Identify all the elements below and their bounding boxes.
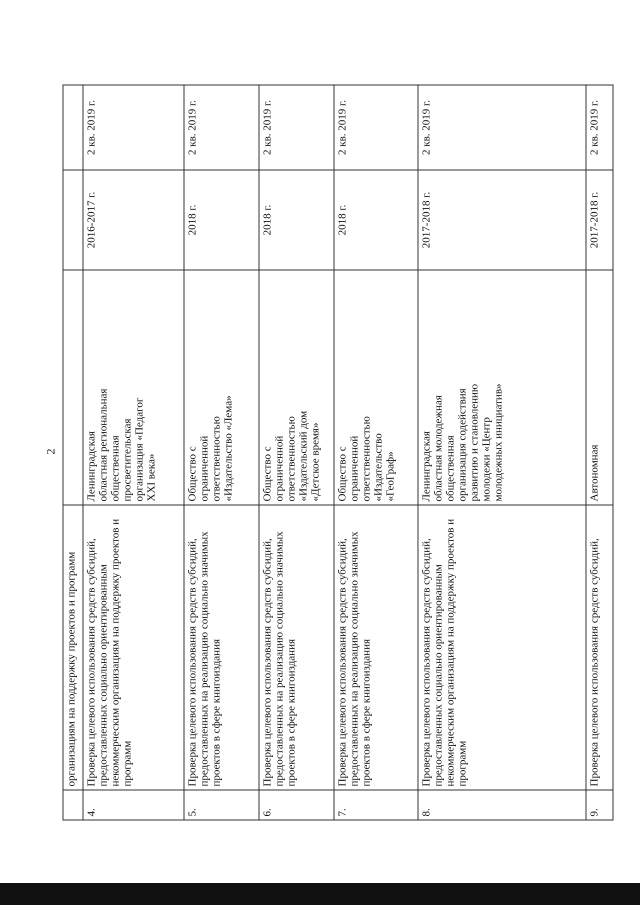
row-number-cell: 9. [585, 789, 613, 820]
table-row: 8. Проверка целевого использования средст… [417, 84, 586, 820]
row-description-cell: Проверка целевого использования средств … [82, 504, 184, 790]
row-description: Проверка целевого использования средств … [588, 537, 600, 786]
row-organization: Ленинградская областная молодежная общес… [420, 382, 504, 501]
row-deadline: 2 кв. 2019 г. [336, 99, 348, 155]
row-deadline-cell: 2 кв. 2019 г. [333, 84, 418, 170]
row-description-cell: Проверка целевого использования средств … [183, 504, 259, 790]
row-description: Проверка целевого использования средств … [85, 518, 133, 786]
row-number-cell: 4. [82, 789, 184, 820]
row-period: 2018 г. [261, 204, 273, 235]
table-row: 4. Проверка целевого использования средст… [82, 84, 184, 820]
row-deadline-cell: 2 кв. 2019 г. [183, 84, 259, 170]
row-organization-cell: Общество с ограниченной ответственностью… [183, 269, 259, 505]
row-organization-cell: Автономная [585, 269, 613, 505]
table-row: 6. Проверка целевого использования средст… [258, 84, 334, 820]
row-description: организациям на поддержку проектов и про… [65, 551, 77, 786]
row-description-cell: организациям на поддержку проектов и про… [62, 504, 83, 790]
row-period-cell: 2018 г. [333, 169, 418, 270]
row-description: Проверка целевого использования средств … [336, 530, 372, 786]
row-description-cell: Проверка целевого использования средств … [258, 504, 334, 790]
row-organization-cell: Общество с ограниченной ответственностью… [333, 269, 418, 505]
inspection-plan-table: организациям на поддержку проектов и про… [62, 84, 613, 820]
row-organization-cell: Общество с ограниченной ответственностью… [258, 269, 334, 505]
row-organization-cell [62, 269, 83, 505]
row-deadline-cell: 2 кв. 2019 г. [82, 84, 184, 170]
scan-edge [0, 883, 640, 905]
row-deadline-cell: 2 кв. 2019 г. [417, 84, 586, 170]
table-row: 7. Проверка целевого использования средст… [333, 84, 418, 820]
row-deadline: 2 кв. 2019 г. [261, 99, 273, 155]
row-period-cell: 2016-2017 г. [82, 169, 184, 270]
row-deadline: 2 кв. 2019 г. [186, 99, 198, 155]
row-organization-cell: Ленинградская областная молодежная общес… [417, 269, 586, 505]
row-number: 5. [186, 807, 198, 816]
document-table-rotated: организациям на поддержку проектов и про… [62, 84, 613, 820]
row-deadline: 2 кв. 2019 г. [420, 99, 432, 155]
row-deadline-cell: 2 кв. 2019 г. [258, 84, 334, 170]
row-organization: Ленинградская областная региональная общ… [85, 388, 157, 501]
row-period-cell: 2017-2018 г. [585, 169, 613, 270]
row-organization: Общество с ограниченной ответственностью… [186, 394, 234, 501]
row-period: 2016-2017 г. [85, 191, 97, 248]
row-deadline: 2 кв. 2019 г. [588, 99, 600, 155]
row-number-cell: 8. [417, 789, 586, 820]
row-period-cell: 2017-2018 г. [417, 169, 586, 270]
row-description: Проверка целевого использования средств … [186, 530, 222, 786]
row-description-cell: Проверка целевого использования средств … [333, 504, 418, 790]
row-description: Проверка целевого использования средств … [420, 518, 468, 786]
table-row: 5. Проверка целевого использования средст… [183, 84, 259, 820]
row-period-cell: 2018 г. [258, 169, 334, 270]
row-period: 2017-2018 г. [420, 191, 432, 248]
row-number: 4. [85, 807, 97, 816]
row-period: 2018 г. [186, 204, 198, 235]
row-description-cell: Проверка целевого использования средств … [417, 504, 586, 790]
row-number-cell: 6. [258, 789, 334, 820]
table-row: 9. Проверка целевого использования средст… [585, 84, 613, 820]
row-organization: Общество с ограниченной ответственностью… [336, 415, 396, 501]
row-number: 7. [336, 807, 348, 816]
row-deadline: 2 кв. 2019 г. [85, 99, 97, 155]
row-organization: Автономная [588, 444, 600, 501]
row-number-cell: 5. [183, 789, 259, 820]
row-number: 9. [588, 807, 600, 816]
row-description-cell: Проверка целевого использования средств … [585, 504, 613, 790]
row-number-cell [62, 789, 83, 820]
row-period: 2018 г. [336, 204, 348, 235]
row-description: Проверка целевого использования средств … [261, 530, 297, 786]
row-deadline-cell: 2 кв. 2019 г. [585, 84, 613, 170]
row-organization-cell: Ленинградская областная региональная общ… [82, 269, 184, 505]
row-period-cell: 2018 г. [183, 169, 259, 270]
page-number: 2 [43, 448, 58, 455]
row-number: 8. [420, 807, 432, 816]
row-period-cell [62, 169, 83, 270]
table-row: организациям на поддержку проектов и про… [62, 84, 83, 820]
row-organization: Общество с ограниченной ответственностью… [261, 410, 321, 501]
row-number-cell: 7. [333, 789, 418, 820]
row-period: 2017-2018 г. [588, 191, 600, 248]
row-number: 6. [261, 807, 273, 816]
row-deadline-cell [62, 84, 83, 170]
